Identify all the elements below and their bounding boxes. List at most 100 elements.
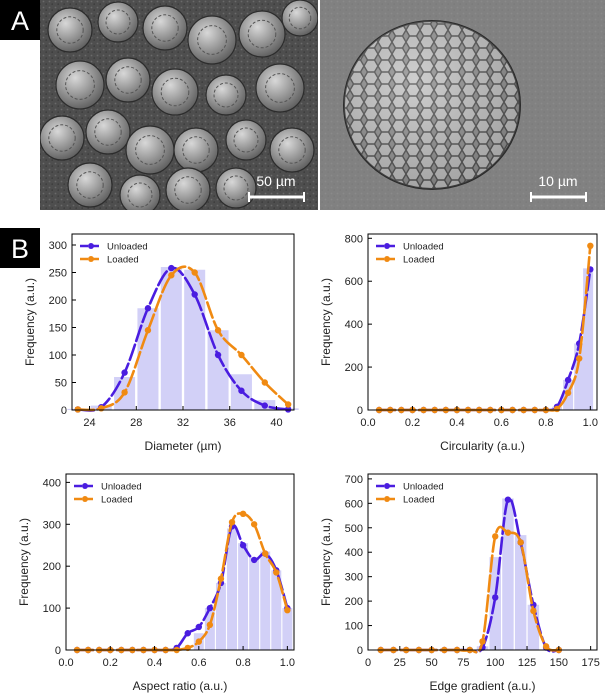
data-point bbox=[564, 389, 572, 397]
y-tick-label: 0 bbox=[61, 405, 67, 417]
histogram-bar bbox=[238, 543, 249, 650]
data-point bbox=[121, 389, 128, 396]
x-tick-label: 75 bbox=[457, 657, 469, 669]
x-axis-label: Aspect ratio (a.u.) bbox=[133, 679, 228, 693]
histogram-bar bbox=[160, 267, 182, 410]
data-point bbox=[195, 638, 203, 645]
data-point bbox=[239, 542, 247, 549]
y-tick-label: 500 bbox=[345, 523, 363, 535]
chart-circularity: 0.0 0.2 0.4 0.6 0.8 1.0 0 200 400 600 800 Circulari… bbox=[319, 233, 598, 453]
pollen-grain bbox=[40, 115, 85, 161]
y-tick-label: 700 bbox=[345, 474, 363, 486]
y-ticks: 0 50 100 150 200 250 300 bbox=[49, 240, 76, 417]
legend-label: Unloaded bbox=[403, 482, 444, 493]
x-tick-label: 50 bbox=[425, 657, 437, 669]
x-tick-label: 0 bbox=[365, 657, 371, 669]
y-tick-label: 300 bbox=[345, 572, 363, 584]
histogram-bar bbox=[204, 608, 215, 650]
y-tick-label: 600 bbox=[345, 498, 363, 510]
x-tick-label: 175 bbox=[581, 657, 599, 669]
x-tick-label: 28 bbox=[130, 417, 142, 429]
pollen-grain bbox=[255, 63, 305, 113]
legend: Unloaded Loaded bbox=[376, 242, 444, 266]
y-tick-label: 100 bbox=[49, 350, 67, 362]
x-axis-label: Diameter (µm) bbox=[145, 439, 222, 453]
data-point bbox=[214, 351, 222, 359]
pollen-grain bbox=[205, 74, 247, 116]
x-ticks: 0.0 0.2 0.4 0.6 0.8 1.0 bbox=[58, 646, 295, 669]
data-point bbox=[168, 272, 175, 279]
panel-b-label-box bbox=[0, 228, 40, 268]
pollen-grain bbox=[125, 125, 175, 175]
data-point bbox=[214, 327, 222, 334]
sem-divider bbox=[318, 0, 320, 210]
x-tick-label: 25 bbox=[394, 657, 406, 669]
data-point bbox=[228, 518, 236, 526]
series-line bbox=[377, 268, 592, 412]
y-tick-label: 0 bbox=[357, 405, 363, 417]
y-tick-label: 300 bbox=[49, 240, 67, 252]
histogram-bar bbox=[271, 570, 282, 650]
series-loaded bbox=[74, 265, 292, 413]
pollen-grain bbox=[225, 119, 267, 161]
histogram-bars bbox=[476, 498, 540, 650]
data-point bbox=[504, 496, 512, 503]
y-tick-label: 0 bbox=[357, 645, 363, 657]
data-point bbox=[239, 510, 247, 518]
data-point bbox=[195, 623, 203, 631]
pollen-grain bbox=[67, 162, 113, 208]
y-ticks: 0 100 200 300 400 bbox=[43, 477, 70, 657]
data-point bbox=[74, 406, 82, 413]
plot-frame bbox=[65, 473, 295, 651]
x-tick-label: 1.0 bbox=[280, 657, 295, 669]
y-tick-label: 50 bbox=[55, 378, 67, 390]
pollen-grain bbox=[173, 127, 219, 173]
legend: Unloaded Loaded bbox=[74, 482, 142, 506]
plot-frame bbox=[367, 233, 598, 411]
panel-a-label: A bbox=[11, 6, 29, 36]
panel-a-label-box bbox=[0, 0, 40, 40]
legend-label: Unloaded bbox=[107, 242, 148, 253]
x-tick-label: 150 bbox=[550, 657, 568, 669]
x-tick-label: 32 bbox=[177, 417, 189, 429]
x-tick-label: 0.2 bbox=[405, 417, 420, 429]
y-tick-label: 400 bbox=[43, 477, 61, 489]
chart-aspect-ratio: 0.0 0.2 0.4 0.6 0.8 1.0 0 100 200 300 400 Aspect ra… bbox=[17, 473, 295, 693]
x-tick-label: 0.6 bbox=[494, 417, 509, 429]
y-tick-label: 0 bbox=[55, 645, 61, 657]
x-tick-label: 100 bbox=[486, 657, 504, 669]
data-point bbox=[273, 569, 280, 576]
data-point bbox=[587, 242, 594, 250]
data-point bbox=[492, 594, 499, 601]
histogram-bar bbox=[574, 343, 585, 410]
series-unloaded bbox=[375, 266, 594, 414]
pollen-grain bbox=[47, 7, 93, 53]
histogram-bar bbox=[215, 582, 226, 650]
data-point bbox=[479, 638, 486, 645]
panel-b-label: B bbox=[11, 234, 29, 264]
histogram-bar bbox=[227, 528, 237, 650]
data-point bbox=[542, 643, 550, 650]
legend: Unloaded Loaded bbox=[80, 242, 148, 266]
data-point bbox=[284, 606, 291, 614]
scale-bar-left-label: 50 µm bbox=[256, 173, 295, 189]
pollen-grain bbox=[187, 15, 237, 65]
data-point bbox=[98, 405, 105, 412]
y-tick-label: 200 bbox=[345, 362, 363, 374]
pollen-grain bbox=[105, 57, 151, 103]
histogram-bar bbox=[514, 535, 527, 650]
data-point bbox=[250, 521, 258, 528]
pollen-grain bbox=[97, 1, 139, 43]
pollen-grain bbox=[119, 174, 161, 210]
y-axis-label: Frequency (a.u.) bbox=[319, 278, 333, 366]
x-ticks: 24 28 32 36 40 bbox=[83, 406, 283, 429]
y-tick-label: 200 bbox=[49, 295, 67, 307]
legend-label: Loaded bbox=[403, 495, 435, 506]
x-tick-label: 0.0 bbox=[360, 417, 375, 429]
y-tick-label: 200 bbox=[345, 596, 363, 608]
data-point bbox=[144, 327, 152, 334]
y-tick-label: 150 bbox=[49, 323, 67, 335]
x-tick-label: 0.2 bbox=[103, 657, 118, 669]
y-tick-label: 400 bbox=[345, 547, 363, 559]
legend-label: Unloaded bbox=[101, 482, 142, 493]
